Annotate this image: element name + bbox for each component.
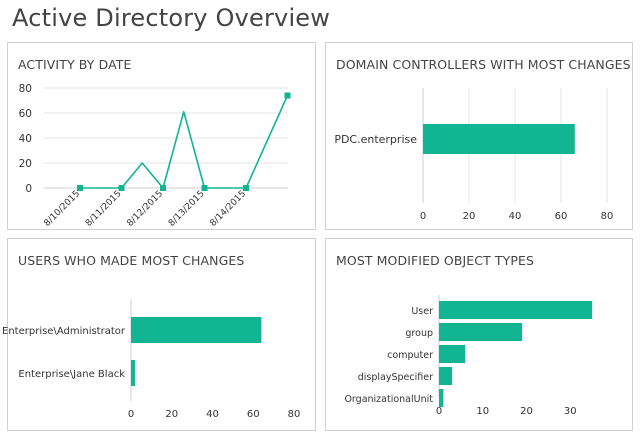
activity-series-line xyxy=(80,95,289,189)
category-label: Enterprise\Jane Black xyxy=(18,369,125,380)
object-types-bar-chart: 0 10 20 30 User group computer displaySpecifier… xyxy=(344,295,593,417)
panel-title-types: MOST MODIFIED OBJECT TYPES xyxy=(336,253,535,268)
panel-title-activity: ACTIVITY BY DATE xyxy=(18,57,132,72)
x-tick-label: 60 xyxy=(247,409,260,420)
x-tick-label: 0 xyxy=(436,406,442,417)
object-types-panel: MOST MODIFIED OBJECT TYPES 0 10 20 30 User gr… xyxy=(325,238,633,431)
activity-by-date-panel: ACTIVITY BY DATE 0 20 40 60 80 8/10/2015 8/11/… xyxy=(7,42,316,230)
x-tick-label: 8/14/2015 xyxy=(208,189,248,229)
x-tick-label: 10 xyxy=(476,406,489,417)
y-tick-label: 60 xyxy=(19,108,32,120)
data-point-marker xyxy=(118,185,125,191)
category-label: displaySpecifier xyxy=(358,372,433,383)
x-tick-label: 0 xyxy=(420,211,426,222)
x-tick-label: 60 xyxy=(555,211,568,222)
bar xyxy=(439,345,466,363)
data-point-marker xyxy=(160,185,166,191)
data-point-marker xyxy=(284,92,291,99)
x-tick-label: 20 xyxy=(165,409,178,420)
category-label: PDC.enterprise xyxy=(334,133,417,146)
category-label: group xyxy=(405,328,433,339)
category-label: computer xyxy=(387,350,433,361)
data-point-marker xyxy=(77,185,83,191)
bar xyxy=(439,323,523,341)
bar xyxy=(423,124,575,154)
bar xyxy=(439,301,593,319)
panel-title-users: USERS WHO MADE MOST CHANGES xyxy=(18,253,245,268)
activity-line-chart: 0 20 40 60 80 8/10/2015 8/11/2015 8/12/2015 8/13… xyxy=(19,83,291,229)
x-tick-label: 20 xyxy=(520,406,533,417)
bar xyxy=(439,367,453,385)
data-point-marker xyxy=(243,185,249,191)
y-tick-label: 40 xyxy=(19,133,32,145)
category-label: User xyxy=(411,306,433,317)
y-tick-label: 20 xyxy=(19,158,32,170)
category-label: OrganizationalUnit xyxy=(344,394,433,405)
users-most-changes-panel: USERS WHO MADE MOST CHANGES 0 20 40 60 80 Ent… xyxy=(2,238,316,431)
data-point-marker xyxy=(201,185,208,191)
x-tick-label: 40 xyxy=(509,211,522,222)
x-tick-label: 30 xyxy=(564,406,577,417)
panel-title-dcs: DOMAIN CONTROLLERS WITH MOST CHANGES xyxy=(336,57,631,72)
y-tick-label: 0 xyxy=(25,183,32,195)
bar xyxy=(131,360,136,386)
x-tick-label: 8/13/2015 xyxy=(167,189,207,229)
bar xyxy=(131,317,262,343)
x-tick-label: 20 xyxy=(463,211,476,222)
x-tick-label: 80 xyxy=(288,409,301,420)
x-tick-label: 8/11/2015 xyxy=(84,189,124,229)
dc-bar-chart: 0 20 40 60 80 PDC.enterprise xyxy=(334,88,614,222)
category-label: Enterprise\Administrator xyxy=(2,326,126,337)
x-tick-label: 0 xyxy=(128,409,134,420)
users-bar-chart: 0 20 40 60 80 Enterprise\Administrator Enterpr… xyxy=(2,299,301,420)
y-tick-label: 80 xyxy=(19,83,32,95)
page-title: Active Directory Overview xyxy=(12,4,331,32)
x-tick-label: 8/10/2015 xyxy=(42,189,82,229)
x-tick-label: 80 xyxy=(601,211,614,222)
x-tick-label: 8/12/2015 xyxy=(125,189,165,229)
bar xyxy=(439,389,444,407)
x-tick-label: 40 xyxy=(206,409,219,420)
domain-controllers-panel: DOMAIN CONTROLLERS WITH MOST CHANGES 0 20… xyxy=(325,42,633,230)
